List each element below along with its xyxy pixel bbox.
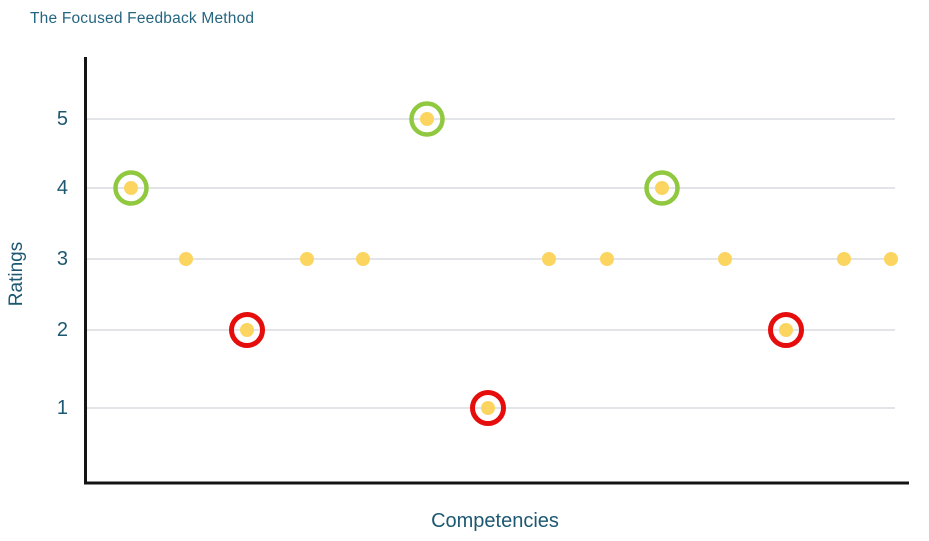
- y-axis-tick-label: 3: [56, 248, 68, 270]
- weakness-ring: [768, 312, 804, 348]
- data-point-dot: [600, 252, 614, 266]
- data-point-dot: [884, 252, 898, 266]
- data-point-dot: [420, 112, 434, 126]
- data-point-dot: [837, 252, 851, 266]
- data-point-dot: [240, 323, 254, 337]
- y-axis-tick-label: 5: [56, 108, 68, 130]
- weakness-ring: [229, 312, 265, 348]
- y-axis-tick-label: 4: [56, 177, 68, 199]
- data-point-dot: [655, 181, 669, 195]
- data-point-dot: [542, 252, 556, 266]
- y-axis-tick-label: 1: [56, 397, 68, 419]
- strength-ring: [113, 170, 149, 206]
- data-point-dot: [718, 252, 732, 266]
- y-axis-title: Ratings: [6, 241, 27, 307]
- x-axis-title: Competencies: [431, 510, 559, 532]
- y-axis-tick-label: 2: [56, 319, 68, 341]
- data-point-dot: [481, 401, 495, 415]
- strength-ring: [644, 170, 680, 206]
- strength-ring: [409, 101, 445, 137]
- data-point-dot: [356, 252, 370, 266]
- data-point-dot: [179, 252, 193, 266]
- chart-title: The Focused Feedback Method: [30, 10, 255, 27]
- weakness-ring: [470, 390, 506, 426]
- data-point-dot: [124, 181, 138, 195]
- data-point-dot: [300, 252, 314, 266]
- data-point-dot: [779, 323, 793, 337]
